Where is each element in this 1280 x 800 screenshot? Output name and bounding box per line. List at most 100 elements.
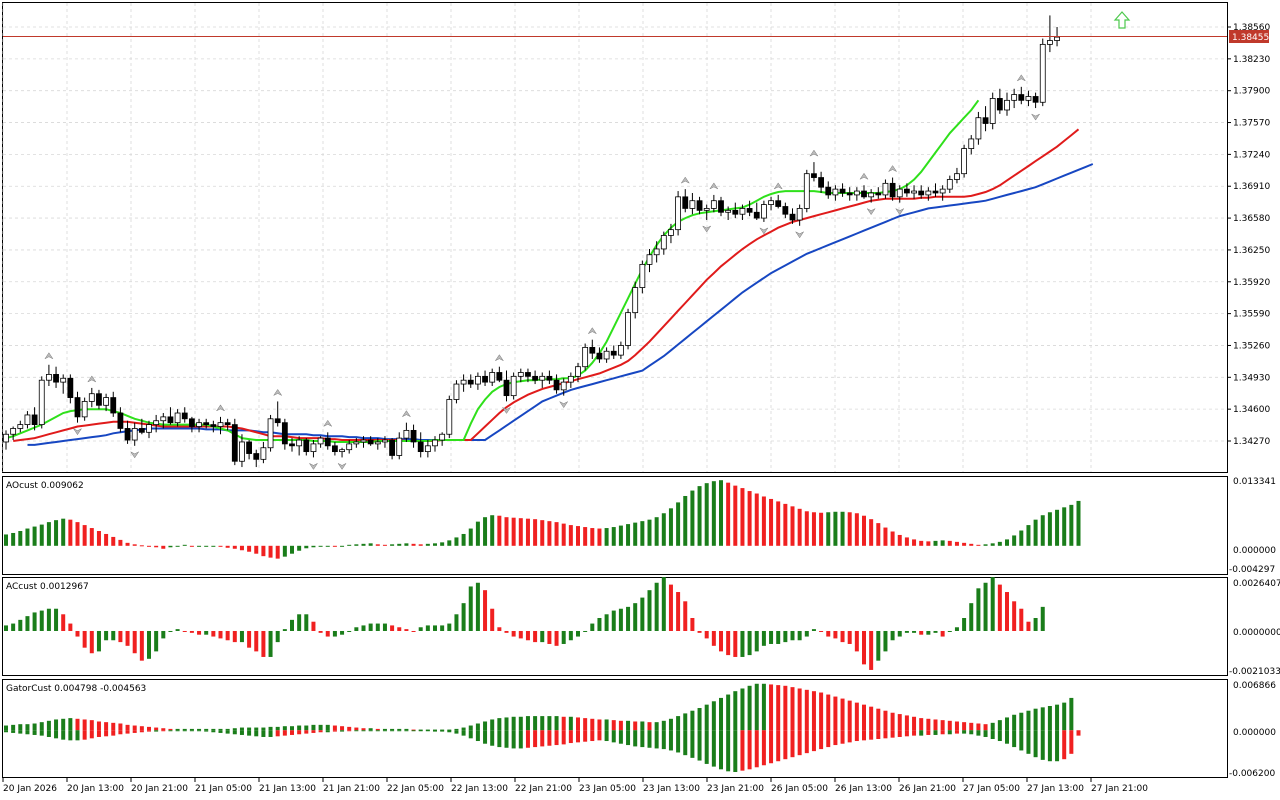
ac-bar [1005,592,1009,631]
ao-bar [297,545,302,551]
time-tick-label: 23 Jan 05:00 [579,784,636,794]
gator-upper-bar [826,694,831,731]
ac-bar [68,623,73,631]
gator-lower-bar [954,730,959,734]
bull-candle [360,439,367,443]
ac-bar [890,630,895,641]
ac-bar [82,630,87,648]
ao-axis[interactable]: 0.013341 0.000000 -0.004297 [1229,477,1276,575]
fractal-up-icon [401,410,412,418]
ao-bar [604,528,609,546]
ao-bar [175,545,180,547]
gator-upper-bar [897,714,902,731]
ac-bar [182,630,187,632]
ac-bar [604,614,609,631]
ac-axis[interactable]: 0.0026407 0.0000000 -0.0021033 [1229,579,1280,677]
bull-candle [131,428,138,441]
fractal-down-icon [501,406,512,414]
bull-candle [439,433,446,441]
ac-bar [397,627,402,631]
bull-candle [803,173,810,209]
gator-lower-bar [576,730,580,743]
bear-candle [281,422,288,445]
ac-bar [783,630,788,643]
gator-lower-bar [139,730,144,733]
ao-bar [225,545,230,548]
ac-bar [89,630,94,654]
gator-upper-bar [411,729,416,731]
gator-upper-bar [525,716,530,731]
bull-candle [346,443,353,451]
gator-upper-bar [733,691,738,731]
bull-candle [989,98,996,124]
ac-bar [804,630,809,637]
gator-upper-bar [189,728,194,731]
ac-bar [132,630,137,654]
ao-bar [969,543,974,546]
gator-lower-bar [239,730,244,735]
gator-pane[interactable] [2,679,1228,778]
gator-upper-bar [475,723,480,731]
gator-lower-bar [525,730,530,748]
ac-bar [769,630,774,644]
time-tick-label: 23 Jan 21:00 [707,784,764,794]
gator-lower-bar [547,730,552,746]
ac-bar [704,630,709,639]
bull-candle [489,372,496,383]
gator-upper-bar [304,725,309,731]
gator-lower-bar [132,730,137,733]
ao-bar [719,480,723,546]
bear-candle [932,190,939,194]
gator-lower-bar [804,730,809,754]
ao-pane[interactable] [2,476,1228,575]
ac-bar [475,582,480,631]
ao-bar [318,545,323,547]
price-axis[interactable]: 1.38560 1.38230 1.37900 1.37570 1.37240 1.369… [1227,23,1270,447]
gator-upper-bar [318,724,323,731]
bull-candle [768,200,774,205]
gator-lower-bar [347,730,352,732]
gator-lower-bar [626,730,631,746]
gator-upper-bar [397,728,402,731]
gator-upper-bar [568,716,573,731]
gator-upper-bar [697,708,702,731]
ac-bar [962,617,967,631]
ac-pane[interactable] [2,577,1228,676]
gator-lower-bar [46,730,51,737]
ao-bar [626,524,631,546]
ac-bar [997,584,1002,631]
ac-bar [154,630,159,652]
bull-candle [1047,40,1053,45]
main-pane[interactable] [2,2,1228,473]
ao-bar [597,528,602,546]
gator-lower-bar [862,730,866,741]
fractal-up-icon [859,172,869,180]
ao-bar [747,491,752,546]
gator-lower-bar [1019,730,1024,751]
time-axis[interactable]: 20 Jan 2026 20 Jan 13:00 20 Jan 21:00 21 Ja… [2,778,1148,794]
ao-bar [690,490,695,546]
ao-bar [1012,535,1017,546]
bull-candle [1054,36,1060,41]
gator-upper-bar [490,719,495,731]
gator-upper-bar [940,720,945,731]
gator-axis[interactable]: 0.006866 0.000000 -0.006200 [1229,681,1276,779]
gator-lower-bar [268,730,273,737]
gator-upper-bar [804,689,809,731]
price-tick-label: 1.35920 [1233,278,1270,288]
ao-bar [561,523,566,546]
bull-candle [239,441,245,462]
fractal-up-icon [44,352,54,360]
gator-upper-bar [61,718,66,731]
gator-lower-bar [826,730,831,748]
gator-lower-bar [561,730,566,745]
ac-bar [497,627,502,631]
bear-candle [74,397,81,418]
fractal-up-icon [87,375,97,383]
ao-bar [454,537,459,546]
gator-upper-bar [511,716,516,731]
ao-bar [554,522,559,546]
bull-candle [81,401,88,418]
gator-upper-bar [1069,697,1074,731]
